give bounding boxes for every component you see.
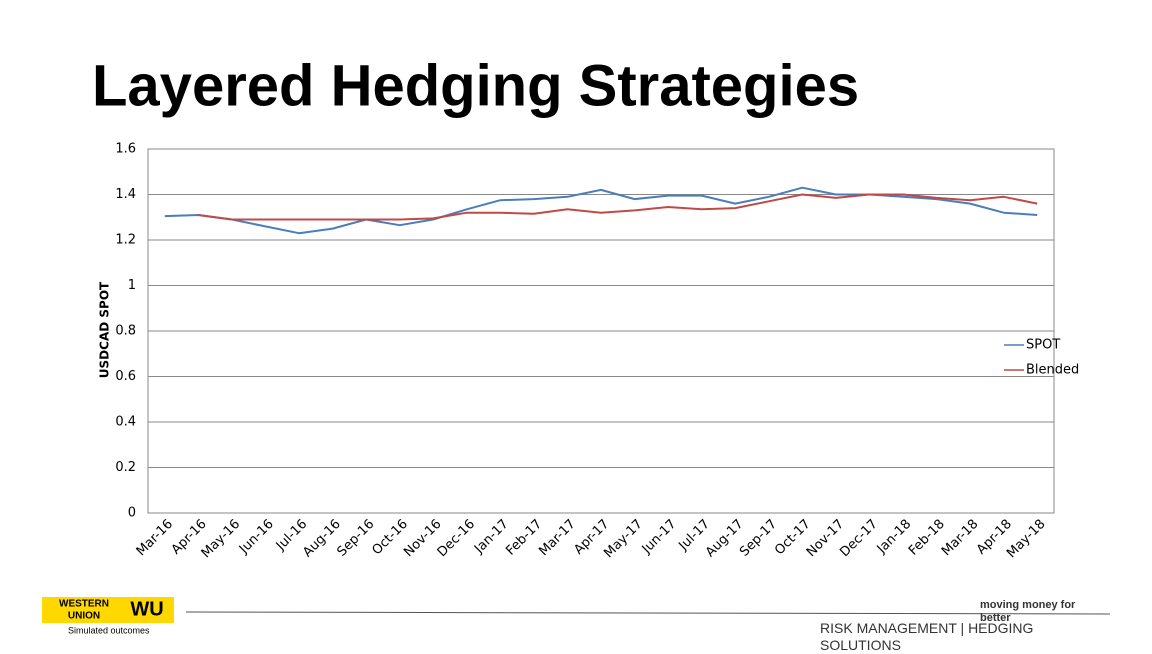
tagline: moving money for better	[980, 599, 1076, 624]
x-tick-label: Aug-17	[703, 517, 747, 561]
y-tick-label: 1.6	[115, 142, 136, 157]
section-title: RISK MANAGEMENT | HEDGING SOLUTIONS	[820, 620, 1034, 653]
y-tick-label: 0	[128, 506, 136, 521]
y-tick-label: 0.4	[115, 415, 136, 430]
x-tick-label: Mar-17	[536, 517, 578, 559]
footer-note: Simulated outcomes	[68, 625, 150, 635]
y-tick-label: 1	[128, 278, 136, 293]
y-tick-label: 0.6	[115, 369, 136, 384]
y-axis-label: USDCAD SPOT	[98, 281, 112, 378]
x-tick-label: Sep-17	[737, 517, 780, 560]
logo-text: UNION	[68, 611, 100, 622]
x-tick-label: Mar-16	[134, 517, 176, 559]
x-tick-label: Dec-17	[837, 517, 880, 560]
x-tick-label: Jun-17	[639, 517, 680, 558]
x-tick-label: Sep-16	[334, 517, 377, 560]
x-tick-label: Aug-16	[300, 517, 344, 561]
x-tick-label: Dec-16	[435, 517, 478, 560]
x-tick-label: Mar-18	[939, 517, 981, 559]
y-tick-label: 1.4	[115, 187, 136, 202]
legend-label: SPOT	[1026, 338, 1060, 353]
legend-label: Blended	[1026, 363, 1079, 378]
series-line	[198, 193, 1038, 221]
y-tick-label: 0.2	[115, 460, 136, 475]
y-tick-label: 0.8	[115, 324, 136, 339]
logo-box	[42, 597, 174, 623]
logo-text: WESTERN	[59, 599, 109, 610]
y-tick-label: 1.2	[115, 233, 136, 248]
series-line	[164, 186, 1038, 235]
logo-mark: WU	[130, 598, 163, 620]
footer-rule	[185, 611, 1111, 615]
chart-title: Layered Hedging Strategies	[92, 53, 859, 118]
x-tick-label: Jun-16	[236, 517, 277, 558]
